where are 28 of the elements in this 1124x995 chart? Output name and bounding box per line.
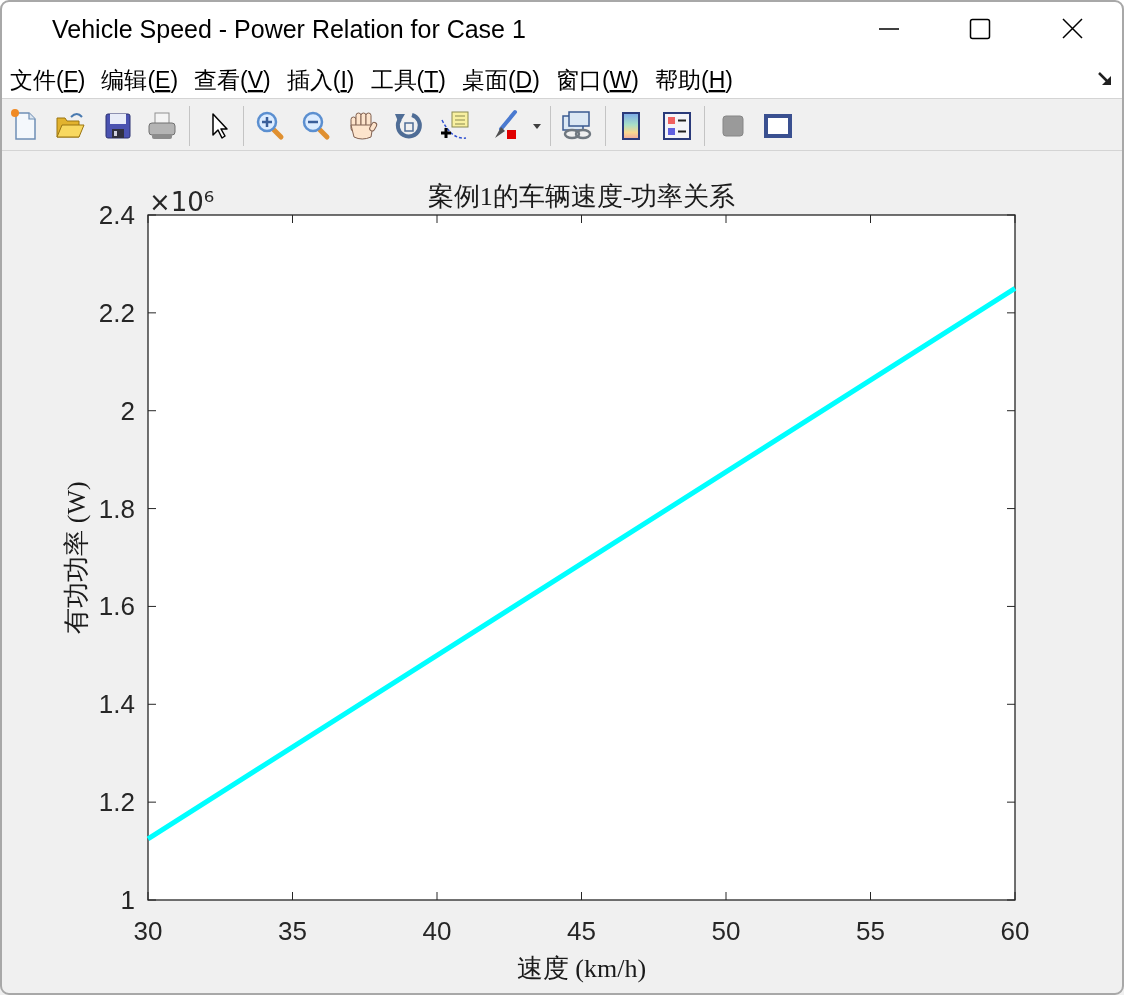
x-tick-label: 60 <box>1000 916 1030 946</box>
text: 桌面(D) <box>461 67 540 93</box>
x-tick-label: 35 <box>278 916 307 946</box>
text: 插入(I) <box>286 67 355 93</box>
y-tick-label: 2 <box>120 395 135 426</box>
y-tick-label: 1.2 <box>98 787 135 818</box>
y-tick-label: 1.8 <box>98 493 135 524</box>
annotation: ×10⁶ <box>149 187 215 217</box>
text: 帮助(H) <box>654 67 733 93</box>
text: 窗口(W) <box>555 67 639 93</box>
y-tick-label: 2.2 <box>98 297 135 328</box>
text: Vehicle Speed - Power Relation for Case 1 <box>52 15 526 43</box>
x-tick-label: 50 <box>711 916 741 946</box>
text: 查看(V) <box>194 67 271 93</box>
y-tick-label: 1.6 <box>98 591 135 622</box>
x-tick-label: 30 <box>133 916 163 946</box>
x-tick-label: 40 <box>422 916 452 946</box>
x-tick-label: 45 <box>567 916 596 946</box>
y-axis-title: 有功功率 (W) <box>62 481 91 634</box>
text: 编辑(E) <box>101 67 179 93</box>
y-tick-label: 1.4 <box>98 689 135 720</box>
x-tick-label: 55 <box>856 916 885 946</box>
y-tick-label: 1 <box>120 885 135 915</box>
text: 文件(F) <box>10 67 86 93</box>
x-axis-title: 速度 (km/h) <box>516 954 647 983</box>
chart-title: 案例1的车辆速度-功率关系 <box>427 182 736 211</box>
text: 工具(T) <box>370 67 446 93</box>
y-tick-label: 2.4 <box>98 200 135 230</box>
